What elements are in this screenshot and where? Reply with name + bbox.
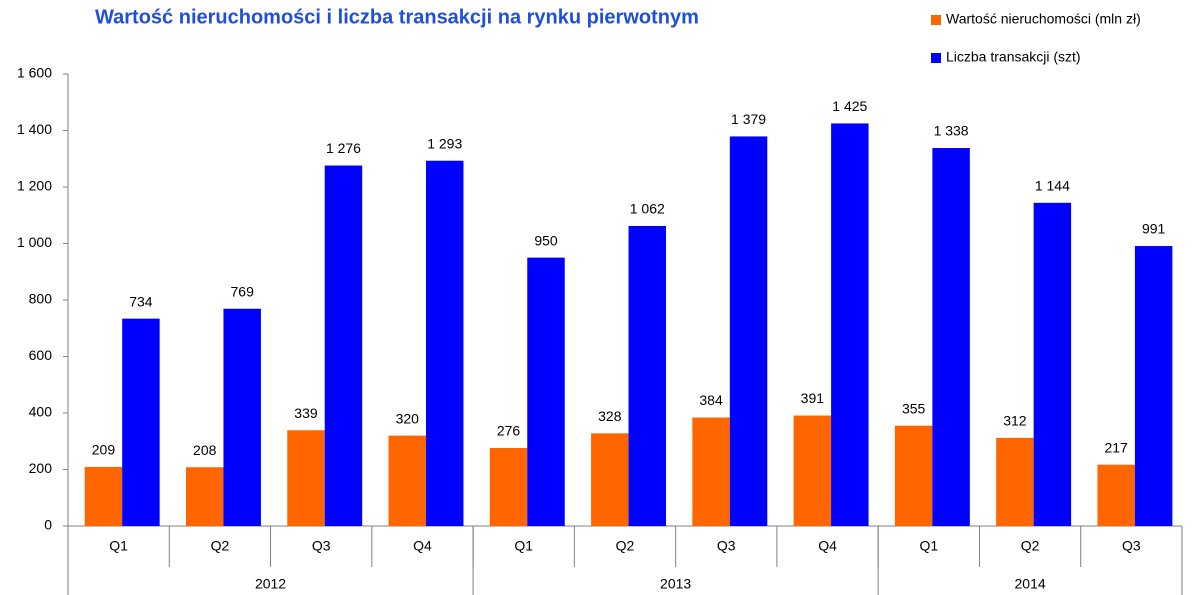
bar: [122, 318, 160, 526]
x-tick-label: Q1: [109, 538, 128, 554]
bar: [425, 160, 464, 527]
value-label: 991: [1142, 221, 1166, 237]
value-label: 208: [193, 442, 217, 458]
bar: [831, 123, 869, 526]
bar: [489, 448, 528, 526]
value-label: 734: [129, 293, 153, 309]
y-tick-label: 200: [29, 460, 53, 476]
bar: [591, 433, 629, 526]
y-tick-label: 1 000: [17, 234, 52, 250]
bar: [388, 435, 426, 526]
value-label: 320: [396, 410, 420, 426]
x-tick-label: Q1: [514, 538, 533, 554]
bar: [932, 148, 970, 526]
bar: [894, 425, 933, 526]
legend-swatch: [931, 15, 941, 25]
bar: [223, 308, 261, 526]
value-label: 209: [92, 442, 116, 458]
x-tick-label: Q3: [717, 538, 736, 554]
value-label: 276: [497, 423, 521, 439]
value-label: 1 276: [326, 140, 361, 156]
x-tick-label: Q2: [1021, 538, 1040, 554]
value-label: 339: [294, 405, 318, 421]
group-label: 2012: [255, 576, 286, 592]
value-label: 1 338: [934, 123, 969, 139]
value-label: 1 379: [731, 111, 766, 127]
value-label: 1 293: [427, 135, 462, 151]
value-label: 769: [231, 283, 255, 299]
bar: [729, 136, 768, 526]
value-label: 950: [534, 232, 558, 248]
bar: [996, 437, 1034, 526]
y-tick-label: 1 200: [17, 178, 52, 194]
value-label: 1 144: [1035, 178, 1070, 194]
bar: [84, 466, 123, 526]
legend-label: Liczba transakcji (szt): [946, 49, 1081, 65]
bar: [527, 257, 565, 526]
y-tick-label: 400: [29, 404, 53, 420]
x-tick-label: Q2: [211, 538, 230, 554]
x-tick-label: Q4: [413, 538, 432, 554]
y-tick-label: 1 400: [17, 121, 52, 137]
y-tick-label: 800: [29, 291, 53, 307]
bar: [1134, 246, 1173, 527]
bar: [324, 165, 363, 526]
value-label: 1 425: [832, 98, 867, 114]
x-tick-label: Q3: [1122, 538, 1141, 554]
legend-swatch: [931, 53, 941, 63]
x-tick-label: Q2: [616, 538, 635, 554]
value-label: 391: [801, 390, 825, 406]
group-label: 2014: [1015, 576, 1046, 592]
y-tick-label: 0: [44, 517, 52, 533]
value-label: 355: [902, 400, 926, 416]
group-label: 2013: [660, 576, 691, 592]
bar: [692, 417, 730, 526]
bar: [1033, 202, 1072, 526]
bar: [628, 225, 667, 527]
x-tick-label: Q3: [312, 538, 331, 554]
x-tick-label: Q4: [818, 538, 837, 554]
bar: [185, 467, 224, 526]
bar: [793, 415, 832, 526]
legend-label: Wartość nieruchomości (mln zł): [946, 11, 1141, 27]
y-tick-label: 1 600: [17, 65, 52, 81]
value-label: 328: [598, 408, 622, 424]
y-tick-label: 600: [29, 347, 53, 363]
value-label: 384: [699, 392, 723, 408]
value-label: 217: [1104, 439, 1128, 455]
bar: [1097, 464, 1135, 526]
x-tick-label: Q1: [919, 538, 938, 554]
chart-title: Wartość nieruchomości i liczba transakcj…: [95, 6, 699, 28]
value-label: 312: [1003, 413, 1027, 429]
value-label: 1 062: [630, 201, 665, 217]
bar: [287, 430, 325, 526]
